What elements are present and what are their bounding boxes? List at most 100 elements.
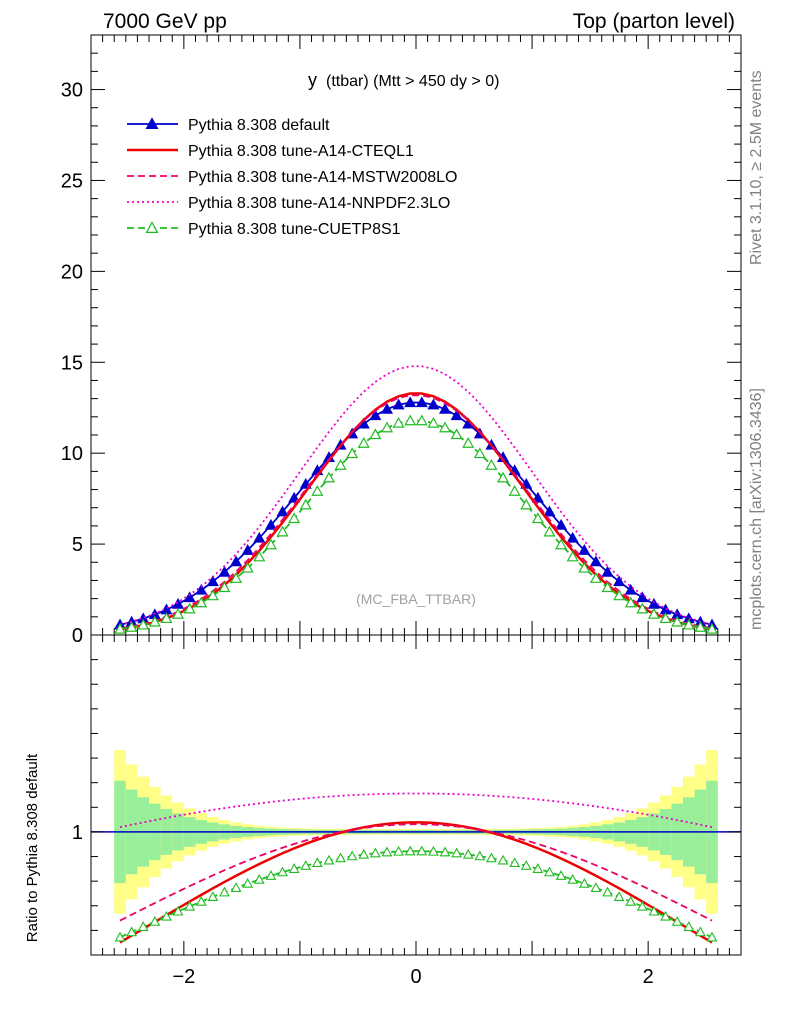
data-point xyxy=(392,416,405,428)
data-point xyxy=(555,518,568,530)
plot-title-main: y xyxy=(308,70,317,90)
data-point xyxy=(195,596,208,608)
data-point xyxy=(206,575,219,587)
data-point xyxy=(473,447,486,459)
ratio-y-tick-label: 1 xyxy=(72,822,83,844)
ratio-point xyxy=(613,891,625,902)
legend-marker xyxy=(145,117,159,129)
data-point xyxy=(613,589,626,601)
ratio-point xyxy=(439,846,451,857)
data-point xyxy=(694,621,707,632)
data-point xyxy=(566,550,579,562)
data-point xyxy=(636,602,649,614)
ratio-point xyxy=(544,866,555,877)
series-line xyxy=(119,392,713,631)
ratio-point xyxy=(497,854,509,865)
ratio-point xyxy=(404,845,416,856)
ratio-point xyxy=(369,847,381,858)
data-point xyxy=(334,458,347,470)
data-point xyxy=(671,615,684,627)
data-point xyxy=(125,621,138,632)
data-point xyxy=(404,414,417,426)
data-point xyxy=(346,447,359,459)
data-point xyxy=(218,565,231,577)
data-point xyxy=(113,622,127,634)
ratio-point xyxy=(288,863,300,873)
data-point xyxy=(555,538,568,550)
ratio-point xyxy=(277,866,288,877)
ratio-point xyxy=(509,857,521,868)
ratio-point xyxy=(311,857,323,868)
x-tick-label: 0 xyxy=(410,966,421,988)
ratio-point xyxy=(184,900,196,911)
y-tick-label: 30 xyxy=(61,80,83,102)
y-tick-label: 5 xyxy=(72,534,83,556)
ratio-point xyxy=(462,848,474,859)
series-line xyxy=(119,394,713,630)
data-point xyxy=(415,414,428,426)
data-point xyxy=(543,525,556,537)
data-point xyxy=(531,512,544,524)
data-point xyxy=(508,484,521,496)
data-point xyxy=(148,615,161,627)
data-point xyxy=(230,555,243,567)
data-point xyxy=(369,409,382,421)
data-point xyxy=(172,607,185,619)
ratio-point xyxy=(602,886,613,897)
data-point xyxy=(450,409,463,421)
data-point xyxy=(276,505,289,517)
series-line xyxy=(119,401,713,626)
ratio-point xyxy=(300,860,312,870)
data-point xyxy=(322,471,335,483)
legend-marker xyxy=(145,221,159,233)
ratio-point xyxy=(265,870,277,880)
data-point xyxy=(183,602,196,614)
ratio-point xyxy=(416,845,428,856)
ratio-point xyxy=(555,870,567,880)
legend-entry: Pythia 8.308 tune-A14-CTEQL1 xyxy=(188,143,414,160)
x-tick-label: 2 xyxy=(643,966,654,988)
legend-entry: Pythia 8.308 tune-A14-MSTW2008LO xyxy=(188,169,457,186)
ratio-point xyxy=(346,850,358,861)
ratio-point xyxy=(694,926,706,937)
ratio-point xyxy=(474,850,486,861)
ratio-point xyxy=(219,886,230,897)
rivet-label: Rivet 3.1.10, ≥ 2.5M events xyxy=(748,70,765,265)
ratio-point xyxy=(242,877,254,888)
ratio-line xyxy=(119,821,713,944)
ratio-point xyxy=(358,848,370,859)
y-tick-label: 10 xyxy=(61,443,83,465)
plot-title: y (ttbar) (Mtt > 450 dy > 0) xyxy=(308,70,499,90)
data-point xyxy=(264,518,277,530)
ratio-point xyxy=(335,852,346,863)
plot-title-rest: (ttbar) (Mtt > 450 dy > 0) xyxy=(326,73,499,90)
x-tick-label: −2 xyxy=(172,966,195,988)
y-tick-label: 15 xyxy=(61,352,83,374)
ratio-point xyxy=(126,926,138,937)
header-left: 7000 GeV pp xyxy=(103,10,227,33)
data-point xyxy=(299,498,312,510)
data-point xyxy=(380,421,394,433)
ratio-point xyxy=(195,895,207,906)
data-point xyxy=(264,538,277,550)
data-point xyxy=(705,622,719,634)
ratio-point xyxy=(172,905,184,916)
data-point xyxy=(392,398,405,410)
data-point xyxy=(531,491,544,503)
data-point xyxy=(647,607,660,619)
data-point xyxy=(601,581,614,593)
data-point xyxy=(578,544,591,555)
ratio-point xyxy=(427,845,439,856)
ratio-point xyxy=(671,915,683,926)
ratio-point xyxy=(323,854,335,865)
data-point xyxy=(288,491,301,503)
ratio-line xyxy=(119,823,713,922)
data-point xyxy=(613,575,626,587)
ratio-point xyxy=(625,895,637,906)
upper-panel: 0 5 10 15 20 25 30 xyxy=(61,34,742,647)
data-point xyxy=(497,471,510,483)
data-point xyxy=(450,428,463,440)
data-point xyxy=(160,612,173,624)
data-point xyxy=(415,396,428,408)
